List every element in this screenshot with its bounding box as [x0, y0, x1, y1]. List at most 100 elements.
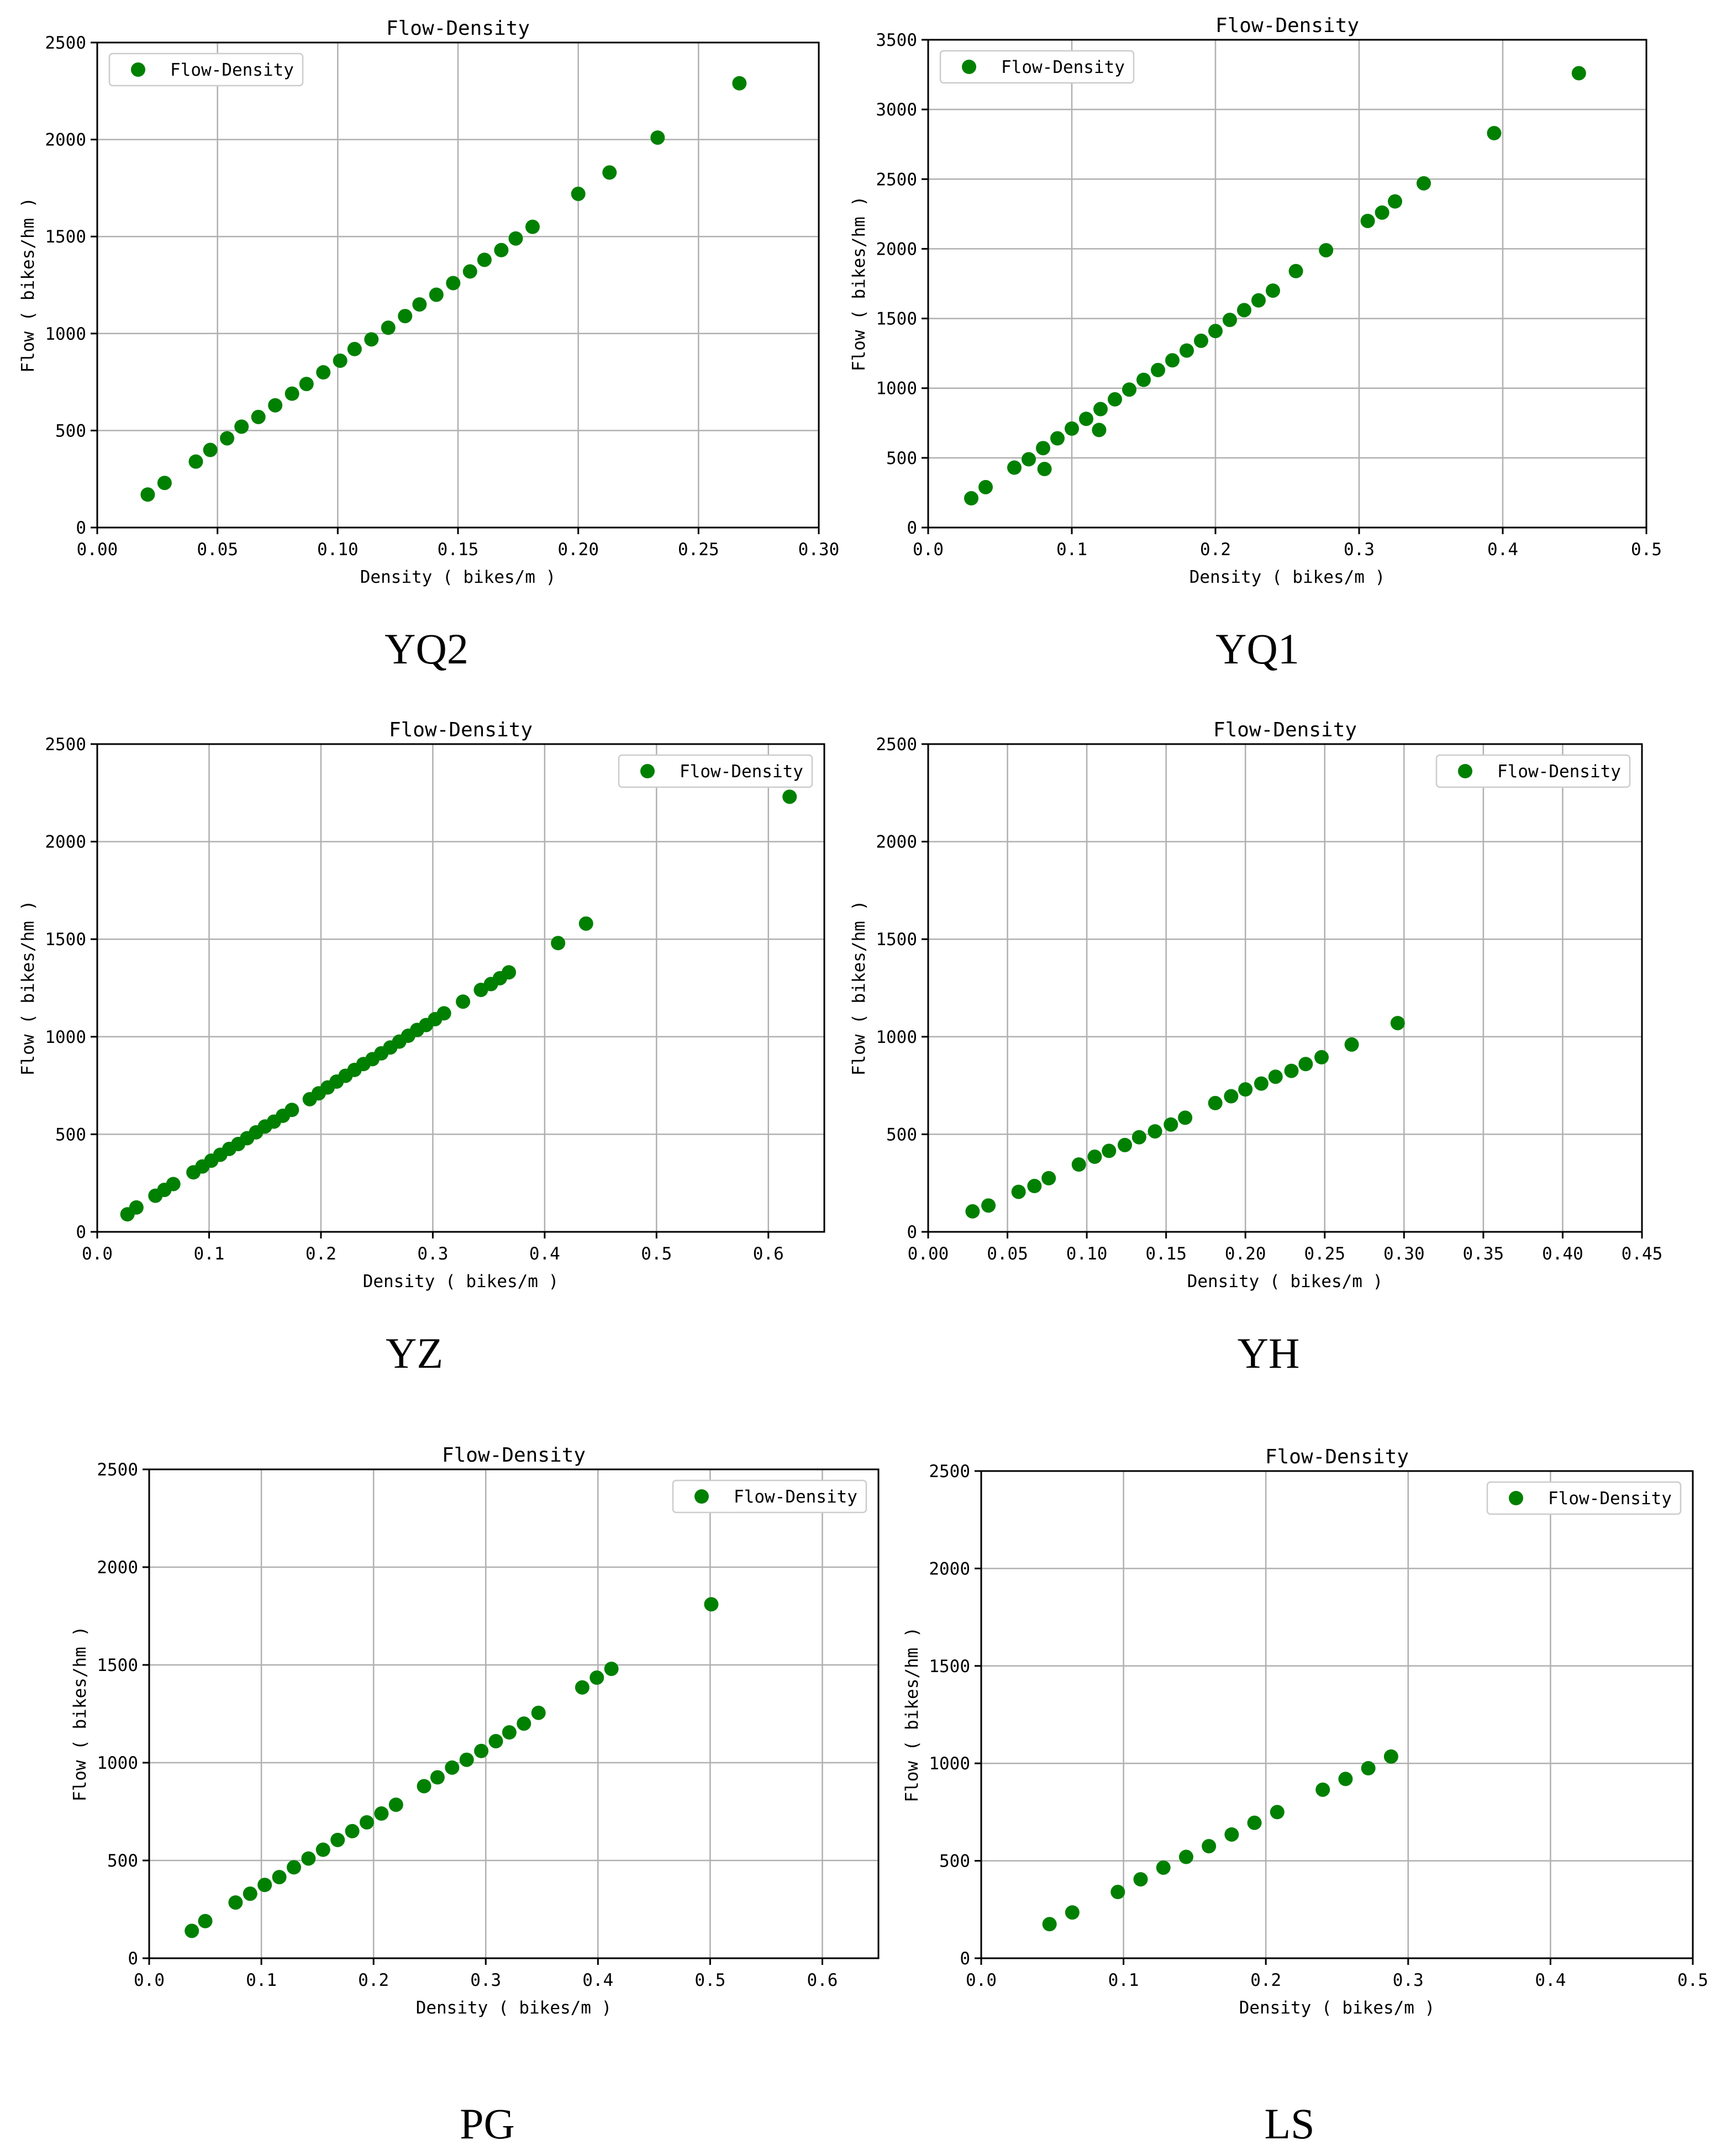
data-point — [508, 231, 523, 246]
y-tick-label: 3000 — [876, 100, 917, 120]
data-point — [251, 409, 266, 424]
data-point — [704, 1597, 719, 1612]
x-tick-label: 0.30 — [1383, 1244, 1425, 1264]
data-point — [1315, 1782, 1330, 1797]
x-axis-label: Density ( bikes/m ) — [363, 1272, 559, 1292]
data-point — [1288, 263, 1303, 278]
legend-label: Flow-Density — [1548, 1489, 1672, 1509]
y-tick-label: 2000 — [97, 1558, 138, 1578]
y-tick-label: 0 — [907, 1222, 917, 1242]
data-point — [964, 491, 978, 506]
legend-label: Flow-Density — [1497, 762, 1621, 782]
y-tick-label: 0 — [128, 1949, 138, 1969]
data-point — [1208, 1095, 1223, 1110]
data-point — [1041, 1171, 1056, 1185]
data-point — [1270, 1805, 1285, 1820]
data-point — [1151, 362, 1165, 377]
data-point — [1178, 1849, 1193, 1864]
chart-yq1: 0.0 0.1 0.2 0.3 0.4 0.5 0 500 1000 1500 2000 2500 30… — [849, 14, 1662, 587]
x-tick-label: 0.3 — [1393, 1970, 1424, 1990]
data-point — [488, 1734, 503, 1749]
x-tick-label: 0.0 — [913, 540, 944, 560]
x-tick-label: 0.35 — [1463, 1244, 1504, 1264]
legend-marker — [640, 764, 655, 778]
y-tick-label: 500 — [886, 1125, 917, 1145]
y-tick-label: 1000 — [45, 1027, 86, 1047]
caption-yz: YZ — [386, 1329, 443, 1377]
plot-frame — [980, 1470, 1694, 1959]
data-point — [412, 297, 427, 312]
x-tick-label: 0.0 — [134, 1970, 165, 1990]
data-point — [517, 1716, 531, 1731]
data-point — [299, 377, 314, 392]
data-point — [286, 1860, 301, 1875]
chart-pg: 0.0 0.1 0.2 0.3 0.4 0.5 0.6 0 500 1000 1500 2000 250… — [70, 1444, 880, 2018]
data-point — [345, 1823, 360, 1838]
data-point — [589, 1670, 604, 1685]
data-point — [315, 1842, 330, 1857]
data-point — [1102, 1143, 1117, 1158]
x-tick-label: 0.0 — [82, 1244, 113, 1264]
data-point — [272, 1870, 287, 1885]
x-tick-label: 0.0 — [966, 1970, 997, 1990]
data-point — [398, 309, 413, 324]
data-point — [1136, 372, 1151, 387]
data-point — [285, 1103, 299, 1117]
x-tick-label: 0.2 — [306, 1244, 336, 1264]
data-point — [1338, 1772, 1353, 1786]
plot-frame — [927, 39, 1647, 529]
data-point — [1027, 1178, 1042, 1193]
chart-title: Flow-Density — [1265, 1446, 1409, 1468]
y-tick-label: 1500 — [929, 1657, 970, 1677]
data-point — [1194, 333, 1208, 348]
caption-yh: YH — [1237, 1329, 1300, 1377]
x-tick-label: 0.1 — [246, 1970, 277, 1990]
data-point — [1065, 1905, 1080, 1920]
data-point — [1178, 1110, 1193, 1125]
x-axis-label: Density ( bikes/m ) — [1239, 1998, 1435, 2018]
y-axis-label: Flow ( bikes/hm ) — [902, 1627, 922, 1802]
data-point — [551, 936, 566, 951]
data-point — [333, 353, 348, 368]
caption-yq2: YQ2 — [385, 625, 469, 673]
data-point — [285, 386, 299, 401]
legend-label: Flow-Density — [734, 1487, 857, 1507]
data-point — [1164, 1117, 1178, 1132]
data-point — [445, 1760, 460, 1775]
legend-box — [672, 1479, 867, 1514]
data-point — [1251, 293, 1266, 308]
y-tick-label: 1500 — [876, 309, 917, 329]
y-tick-label: 1000 — [45, 324, 86, 344]
chart-title: Flow-Density — [389, 719, 533, 741]
x-tick-label: 0.25 — [1304, 1244, 1345, 1264]
data-point — [1156, 1860, 1171, 1875]
data-point — [1147, 1124, 1162, 1139]
x-axis-label: Density ( bikes/m ) — [1187, 1272, 1383, 1292]
x-tick-label: 0.3 — [1344, 540, 1375, 560]
plot-frame — [927, 743, 1643, 1233]
x-tick-label: 0.5 — [1677, 1970, 1708, 1990]
x-tick-label: 0.6 — [807, 1970, 838, 1990]
y-axis-label: Flow ( bikes/hm ) — [70, 1626, 90, 1801]
x-tick-label: 0.2 — [1200, 540, 1231, 560]
x-tick-label: 0.4 — [529, 1244, 560, 1264]
chart-title: Flow-Density — [1215, 14, 1359, 37]
data-point — [1037, 462, 1052, 477]
y-axis-label: Flow ( bikes/hm ) — [849, 196, 869, 371]
data-point — [185, 1923, 199, 1938]
y-tick-label: 2500 — [45, 735, 86, 755]
data-point — [1266, 283, 1280, 298]
x-tick-label: 0.10 — [317, 540, 359, 560]
data-point — [198, 1913, 213, 1928]
legend-marker — [1458, 764, 1472, 778]
data-point — [316, 365, 331, 380]
x-tick-label: 0.40 — [1542, 1244, 1583, 1264]
data-point — [1087, 1150, 1102, 1164]
y-tick-label: 1000 — [97, 1753, 138, 1773]
data-point — [1238, 1082, 1253, 1097]
data-point — [1388, 194, 1402, 209]
y-tick-label: 1500 — [45, 930, 86, 950]
x-tick-label: 0.5 — [694, 1970, 725, 1990]
y-axis-label: Flow ( bikes/hm ) — [18, 900, 38, 1076]
y-tick-label: 1500 — [45, 227, 86, 247]
